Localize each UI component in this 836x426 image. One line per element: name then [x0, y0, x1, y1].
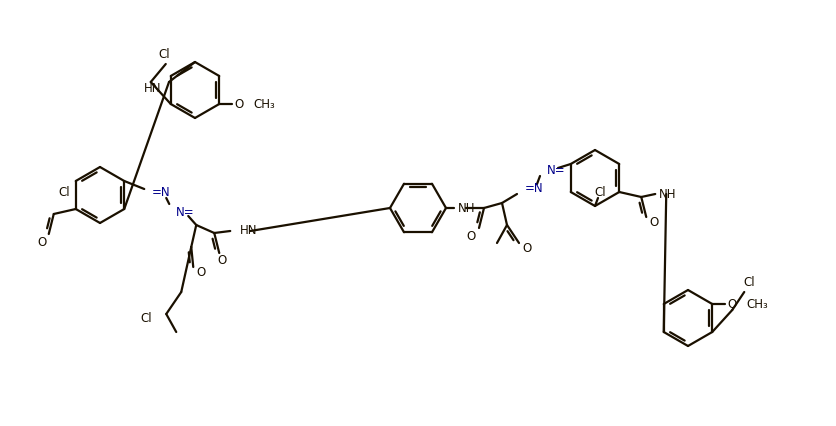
- Text: NH: NH: [457, 201, 475, 215]
- Text: Cl: Cl: [140, 311, 152, 325]
- Text: =N: =N: [524, 182, 543, 196]
- Text: Cl: Cl: [594, 185, 605, 199]
- Text: O: O: [726, 297, 736, 311]
- Text: Cl: Cl: [58, 187, 69, 199]
- Text: N=: N=: [547, 164, 565, 178]
- Text: O: O: [522, 242, 531, 254]
- Text: O: O: [37, 236, 46, 248]
- Text: CH₃: CH₃: [746, 297, 767, 311]
- Text: O: O: [234, 98, 243, 110]
- Text: Cl: Cl: [158, 48, 170, 60]
- Text: Cl: Cl: [742, 276, 754, 288]
- Text: CH₃: CH₃: [253, 98, 275, 110]
- Text: HN: HN: [143, 81, 161, 95]
- Text: NH: NH: [659, 187, 676, 201]
- Text: N=: N=: [176, 207, 195, 219]
- Text: =N: =N: [152, 187, 171, 199]
- Text: HN: HN: [240, 225, 257, 238]
- Text: O: O: [196, 267, 206, 279]
- Text: O: O: [466, 230, 475, 242]
- Text: O: O: [649, 216, 658, 230]
- Text: O: O: [217, 254, 227, 268]
